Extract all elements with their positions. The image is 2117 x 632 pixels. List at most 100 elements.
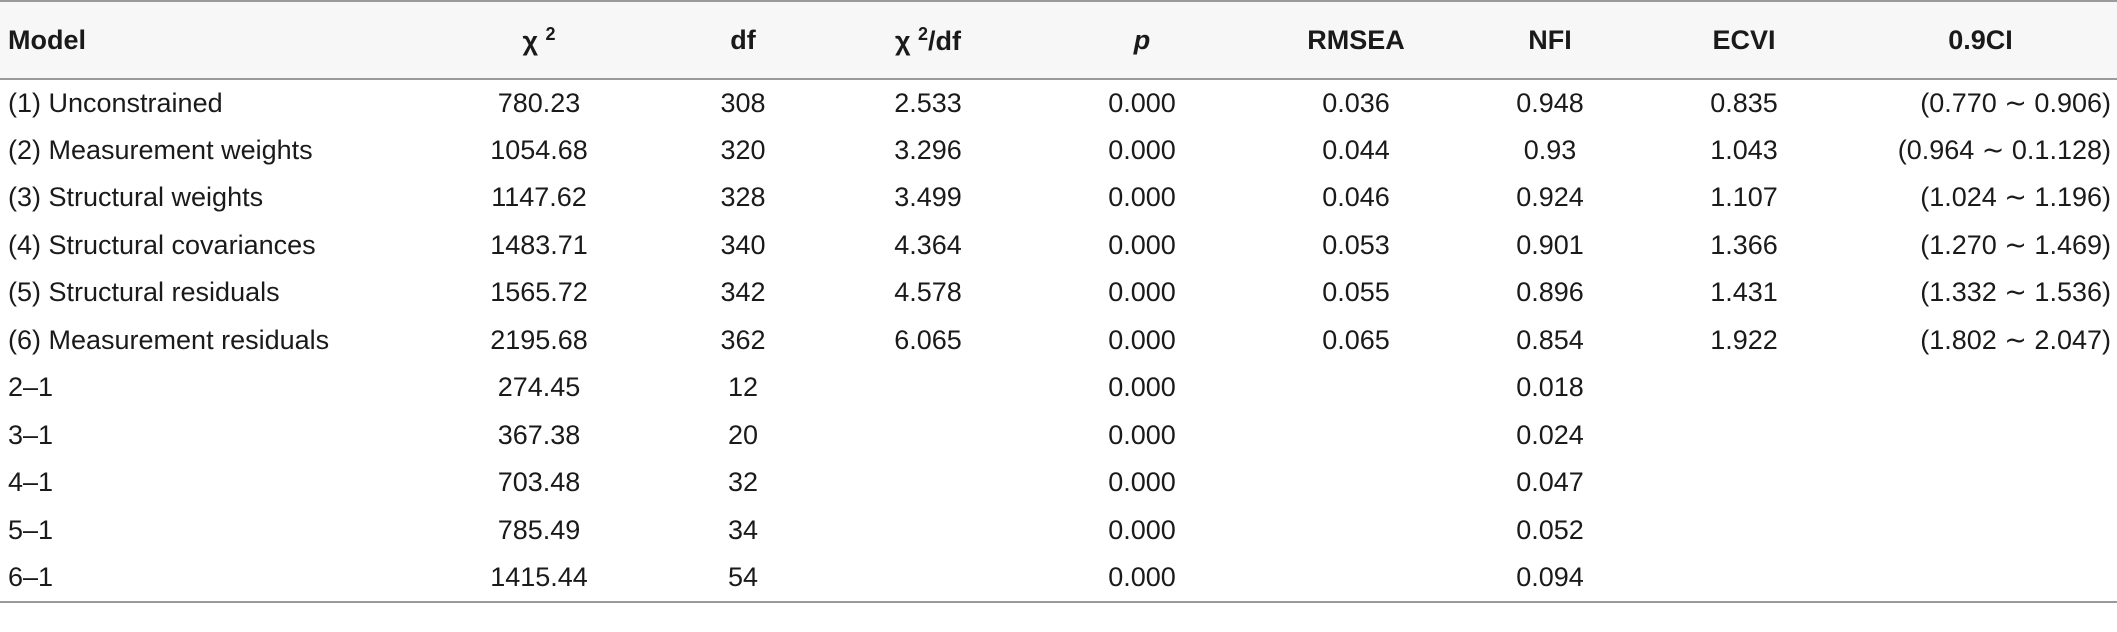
cell-chi-square-df bbox=[828, 554, 1028, 603]
cell-rmsea bbox=[1256, 554, 1456, 603]
cell-ci: (0.964 ∼ 0.1.128) bbox=[1897, 134, 2111, 165]
table-header: Model χ 2 df χ 2/df p RMSEA NFI ECVI 0.9… bbox=[0, 0, 2117, 80]
cell-nfi: 0.924 bbox=[1516, 182, 1584, 213]
cell-ci: (1.270 ∼ 1.469) bbox=[1920, 229, 2111, 260]
cell-rmsea: 0.053 bbox=[1322, 229, 1390, 260]
cell-nfi: 0.948 bbox=[1516, 87, 1584, 118]
cell-rmsea: 0.055 bbox=[1322, 277, 1390, 308]
cell-df: 308 bbox=[720, 87, 766, 118]
cell-chi-square: 780.23 bbox=[497, 87, 581, 118]
cell-chi-square-df: 6.065 bbox=[894, 324, 962, 355]
cell-chi-square-df bbox=[828, 507, 1028, 555]
cell-ecvi: 1.043 bbox=[1710, 134, 1778, 165]
cell-df: 340 bbox=[720, 229, 766, 260]
cell-nfi: 0.047 bbox=[1516, 467, 1584, 498]
cell-nfi: 0.854 bbox=[1516, 324, 1584, 355]
cell-df: 328 bbox=[720, 182, 766, 213]
cell-chi-square: 1147.62 bbox=[491, 182, 587, 213]
header-chi-square: χ 2 bbox=[420, 0, 658, 80]
table-row: (2) Measurement weights 1054.68 320 3.29… bbox=[0, 127, 2117, 175]
cell-ci bbox=[1844, 459, 2117, 507]
table-row: 3–1 367.38 20 0.000 0.024 bbox=[0, 412, 2117, 460]
cell-ci bbox=[1844, 364, 2117, 412]
table-row: 2–1 274.45 12 0.000 0.018 bbox=[0, 364, 2117, 412]
cell-model: 3–1 bbox=[8, 419, 54, 450]
cell-rmsea: 0.036 bbox=[1322, 87, 1390, 118]
cell-rmsea bbox=[1256, 412, 1456, 460]
header-p: p bbox=[1028, 0, 1256, 80]
header-ecvi: ECVI bbox=[1644, 0, 1844, 80]
cell-ecvi: 1.107 bbox=[1710, 182, 1778, 213]
cell-df: 32 bbox=[727, 467, 759, 498]
table-row: (5) Structural residuals 1565.72 342 4.5… bbox=[0, 269, 2117, 317]
cell-chi-square: 274.45 bbox=[497, 372, 581, 403]
cell-nfi: 0.901 bbox=[1516, 229, 1584, 260]
cell-nfi: 0.024 bbox=[1516, 419, 1584, 450]
cell-chi-square-df: 3.499 bbox=[894, 182, 962, 213]
cell-model: (4) Structural covariances bbox=[8, 229, 316, 260]
header-nfi: NFI bbox=[1456, 0, 1644, 80]
header-chi-square-df: χ 2/df bbox=[828, 0, 1028, 80]
cell-chi-square-df: 3.296 bbox=[894, 134, 962, 165]
cell-chi-square-df bbox=[828, 412, 1028, 460]
header-model: Model bbox=[0, 0, 420, 80]
cell-chi-square: 367.38 bbox=[497, 419, 581, 450]
model-fit-table: Model χ 2 df χ 2/df p RMSEA NFI ECVI 0.9… bbox=[0, 0, 2117, 603]
cell-rmsea: 0.065 bbox=[1322, 324, 1390, 355]
cell-ecvi bbox=[1644, 459, 1844, 507]
cell-nfi: 0.93 bbox=[1523, 134, 1577, 165]
cell-ci bbox=[1844, 412, 2117, 460]
cell-nfi: 0.896 bbox=[1516, 277, 1584, 308]
header-row: Model χ 2 df χ 2/df p RMSEA NFI ECVI 0.9… bbox=[0, 0, 2117, 80]
cell-chi-square-df: 4.578 bbox=[894, 277, 962, 308]
cell-nfi: 0.052 bbox=[1516, 514, 1584, 545]
cell-ecvi bbox=[1644, 507, 1844, 555]
cell-ci: (1.802 ∼ 2.047) bbox=[1920, 324, 2111, 355]
cell-p: 0.000 bbox=[1108, 419, 1176, 450]
cell-ci: (1.332 ∼ 1.536) bbox=[1920, 277, 2111, 308]
cell-ecvi: 0.835 bbox=[1710, 87, 1778, 118]
cell-model: 5–1 bbox=[8, 514, 54, 545]
cell-chi-square: 2195.68 bbox=[490, 324, 588, 355]
cell-ci bbox=[1844, 507, 2117, 555]
cell-p: 0.000 bbox=[1028, 554, 1256, 603]
cell-ci bbox=[1844, 554, 2117, 603]
cell-ecvi bbox=[1644, 554, 1844, 603]
cell-rmsea bbox=[1256, 507, 1456, 555]
cell-ci: (1.024 ∼ 1.196) bbox=[1920, 182, 2111, 213]
table-row: 6–1 1415.44 54 0.000 0.094 bbox=[0, 554, 2117, 603]
cell-model: (6) Measurement residuals bbox=[8, 324, 330, 355]
cell-p: 0.000 bbox=[1108, 182, 1176, 213]
cell-model: 6–1 bbox=[0, 554, 420, 603]
table-row: (6) Measurement residuals 2195.68 362 6.… bbox=[0, 317, 2117, 365]
cell-ecvi: 1.922 bbox=[1710, 324, 1778, 355]
cell-chi-square: 1054.68 bbox=[490, 134, 588, 165]
cell-chi-square: 1565.72 bbox=[490, 277, 588, 308]
cell-p: 0.000 bbox=[1108, 324, 1176, 355]
cell-df: 54 bbox=[658, 554, 828, 603]
cell-p: 0.000 bbox=[1108, 467, 1176, 498]
cell-ecvi bbox=[1644, 412, 1844, 460]
cell-p: 0.000 bbox=[1108, 372, 1176, 403]
cell-df: 362 bbox=[720, 324, 766, 355]
table-row: 5–1 785.49 34 0.000 0.052 bbox=[0, 507, 2117, 555]
cell-p: 0.000 bbox=[1108, 229, 1176, 260]
header-rmsea: RMSEA bbox=[1256, 0, 1456, 80]
cell-model: (1) Unconstrained bbox=[8, 87, 223, 118]
cell-ecvi bbox=[1644, 364, 1844, 412]
cell-rmsea: 0.046 bbox=[1322, 182, 1390, 213]
cell-chi-square: 1415.44 bbox=[420, 554, 658, 603]
cell-chi-square-df bbox=[828, 364, 1028, 412]
cell-ecvi: 1.366 bbox=[1710, 229, 1778, 260]
cell-chi-square-df: 4.364 bbox=[894, 229, 962, 260]
table-row: (4) Structural covariances 1483.71 340 4… bbox=[0, 222, 2117, 270]
cell-df: 20 bbox=[727, 419, 759, 450]
cell-p: 0.000 bbox=[1108, 514, 1176, 545]
cell-chi-square-df: 2.533 bbox=[894, 87, 962, 118]
cell-p: 0.000 bbox=[1108, 134, 1176, 165]
cell-rmsea bbox=[1256, 364, 1456, 412]
cell-chi-square: 785.49 bbox=[497, 514, 581, 545]
cell-df: 342 bbox=[720, 277, 766, 308]
header-df: df bbox=[658, 0, 828, 80]
